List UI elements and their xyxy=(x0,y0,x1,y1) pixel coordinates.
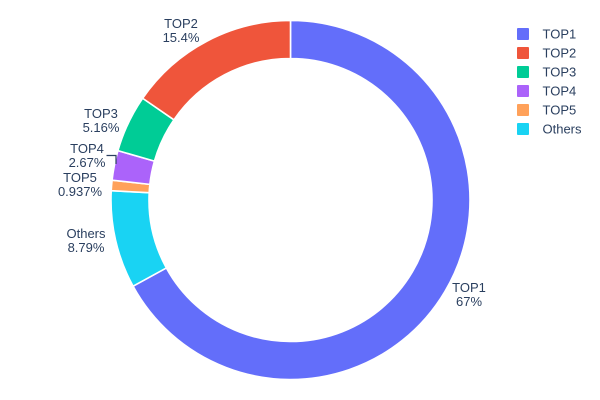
slice-label-TOP2: TOP2 15.4% xyxy=(163,16,200,45)
legend-label-TOP5: TOP5 xyxy=(543,103,577,118)
legend-label-TOP2: TOP2 xyxy=(543,46,577,61)
legend-item-TOP3[interactable]: TOP3 xyxy=(517,65,576,80)
legend-label-TOP1: TOP1 xyxy=(543,27,577,42)
legend-swatch-Others xyxy=(517,123,529,135)
slice-Others[interactable] xyxy=(110,189,168,287)
legend-item-TOP1[interactable]: TOP1 xyxy=(517,27,576,42)
legend-swatch-TOP5 xyxy=(517,104,529,116)
legend-swatch-TOP1 xyxy=(517,28,529,40)
slice-label-TOP3: TOP3 5.16% xyxy=(83,106,120,135)
legend-item-TOP2[interactable]: TOP2 xyxy=(517,46,576,61)
slice-label-TOP4: TOP4 2.67% xyxy=(69,141,106,170)
legend-item-TOP5[interactable]: TOP5 xyxy=(517,103,576,118)
slice-TOP1[interactable] xyxy=(132,19,471,381)
slice-label-TOP5: TOP5 0.937% xyxy=(58,170,103,199)
slice-TOP2[interactable] xyxy=(141,19,292,121)
donut-slices xyxy=(110,19,471,381)
legend: TOP1 TOP2 TOP3 TOP4 TOP5 Others xyxy=(517,27,582,137)
leader-line-TOP4 xyxy=(106,154,117,164)
legend-item-Others[interactable]: Others xyxy=(517,122,582,137)
legend-item-TOP4[interactable]: TOP4 xyxy=(517,84,576,99)
label-leader-lines xyxy=(106,154,117,164)
legend-label-TOP3: TOP3 xyxy=(543,65,577,80)
slice-label-Others: Others 8.79% xyxy=(66,226,106,255)
legend-swatch-TOP2 xyxy=(517,47,529,59)
slice-label-TOP1: TOP1 67% xyxy=(452,280,486,309)
slice-labels: TOP1 67% TOP2 15.4% TOP3 5.16% TOP4 2.67%TOP5 0.… xyxy=(58,16,486,309)
legend-swatch-TOP4 xyxy=(517,85,529,97)
legend-label-Others: Others xyxy=(543,122,583,137)
legend-swatch-TOP3 xyxy=(517,66,529,78)
legend-label-TOP4: TOP4 xyxy=(543,84,577,99)
